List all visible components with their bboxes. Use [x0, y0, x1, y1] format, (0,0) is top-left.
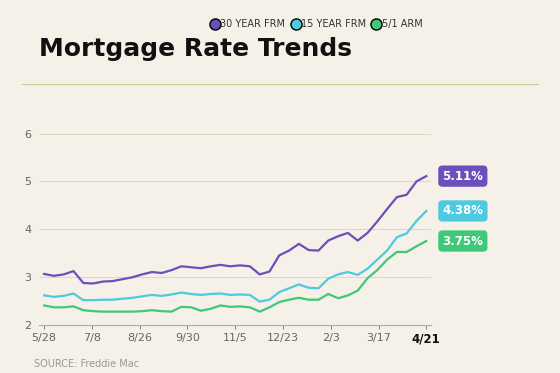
- Legend: 30 YEAR FRM, 15 YEAR FRM, 5/1 ARM: 30 YEAR FRM, 15 YEAR FRM, 5/1 ARM: [209, 16, 426, 33]
- Text: 5.11%: 5.11%: [442, 170, 483, 183]
- Text: Mortgage Rate Trends: Mortgage Rate Trends: [39, 37, 352, 61]
- Text: SOURCE: Freddie Mac: SOURCE: Freddie Mac: [34, 359, 139, 369]
- Text: 4.38%: 4.38%: [442, 204, 483, 217]
- Text: 3.75%: 3.75%: [442, 235, 483, 248]
